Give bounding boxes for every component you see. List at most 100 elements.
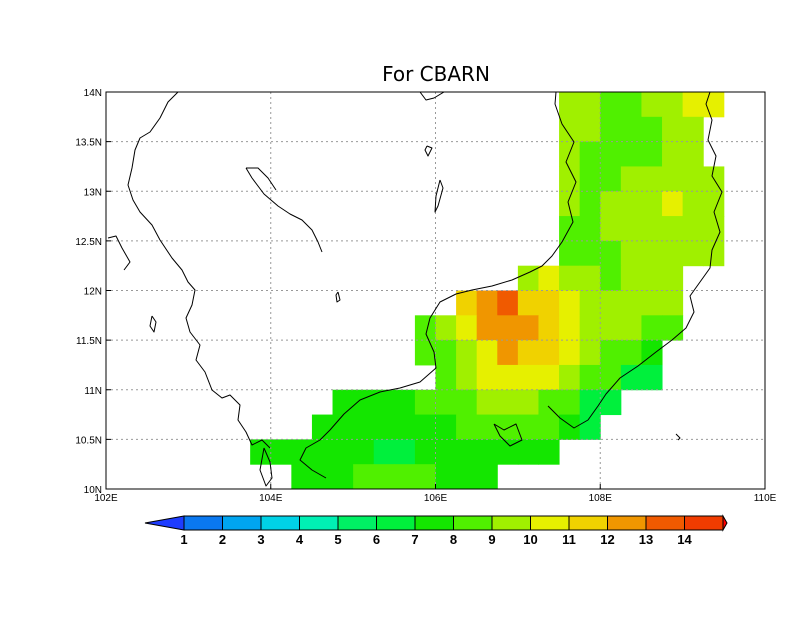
colorbar-box bbox=[260, 515, 300, 531]
heatmap-cell bbox=[620, 364, 642, 391]
heatmap-cell bbox=[620, 216, 642, 242]
colorbar-label: 1 bbox=[180, 532, 187, 547]
heatmap-cell bbox=[662, 315, 684, 341]
heatmap-cell bbox=[579, 414, 601, 440]
heatmap-cell bbox=[497, 340, 519, 366]
heatmap-cell bbox=[394, 414, 416, 440]
heatmap-cell bbox=[620, 92, 642, 118]
colorbar-label: 10 bbox=[523, 532, 537, 547]
heatmap-cell bbox=[497, 414, 519, 440]
heatmap-cell bbox=[353, 439, 375, 465]
heatmap-cell bbox=[476, 290, 498, 316]
heatmap-cell bbox=[579, 364, 601, 391]
heatmap-cell bbox=[579, 141, 601, 167]
heatmap-cell bbox=[538, 414, 560, 440]
heatmap-cell bbox=[332, 414, 354, 440]
heatmap-cell bbox=[517, 439, 539, 465]
heatmap-cell bbox=[414, 389, 436, 416]
colorbar-label: 9 bbox=[488, 532, 495, 547]
heatmap-cell bbox=[641, 240, 663, 267]
heatmap-cell bbox=[641, 92, 663, 118]
heatmap-cell bbox=[538, 265, 560, 291]
heatmap-cell bbox=[517, 315, 539, 341]
heatmap-cell bbox=[538, 389, 560, 416]
heatmap-cell bbox=[291, 439, 313, 465]
heatmap-cell bbox=[456, 414, 478, 440]
heatmap-cell bbox=[476, 439, 498, 465]
heatmap-cell bbox=[559, 389, 581, 416]
heatmap-cell bbox=[517, 364, 539, 391]
heatmap-cell bbox=[641, 216, 663, 242]
colorbar-label: 3 bbox=[257, 532, 264, 547]
coastline bbox=[107, 92, 723, 487]
heatmap-cell bbox=[600, 240, 622, 267]
heatmap-cell bbox=[600, 92, 622, 118]
colorbar-box bbox=[376, 515, 416, 531]
heatmap-cell bbox=[517, 265, 539, 291]
heatmap-cell bbox=[620, 290, 642, 316]
x-tick-label: 108E bbox=[589, 493, 613, 504]
heatmap-cell bbox=[538, 290, 560, 316]
heatmap-cell bbox=[662, 265, 684, 291]
heatmap-cell bbox=[414, 414, 436, 440]
heatmap-cell bbox=[538, 340, 560, 366]
heatmap-cell bbox=[620, 315, 642, 341]
heatmap-cell bbox=[620, 191, 642, 217]
colorbar-label: 14 bbox=[677, 532, 692, 547]
heatmap-cell bbox=[662, 141, 684, 167]
heatmap-cell bbox=[476, 315, 498, 341]
colorbar-label: 11 bbox=[562, 532, 576, 547]
heatmap-cell bbox=[682, 141, 704, 167]
heatmap-cell bbox=[600, 166, 622, 192]
heatmap-cell bbox=[579, 315, 601, 341]
colorbar-box bbox=[491, 515, 531, 531]
heatmap-cell bbox=[600, 141, 622, 167]
axis-ticks: 102E 104E 106E 108E 110E 10N 10.5N 11N 11.5N 12N 1… bbox=[75, 88, 776, 504]
heatmap-cell bbox=[641, 166, 663, 192]
heatmap-cell bbox=[332, 389, 354, 416]
heatmap-cell bbox=[600, 389, 622, 416]
heatmap-cell bbox=[579, 389, 601, 416]
heatmap-cell bbox=[600, 290, 622, 316]
heatmap-cell bbox=[435, 439, 457, 465]
heatmap-cell bbox=[476, 364, 498, 391]
heatmap-cell bbox=[662, 216, 684, 242]
colorbar-box bbox=[530, 515, 570, 531]
heatmap-cell bbox=[620, 265, 642, 291]
heatmap-cell bbox=[579, 191, 601, 217]
grid-lines bbox=[106, 92, 765, 489]
heatmap-cell bbox=[641, 141, 663, 167]
y-tick-label: 10N bbox=[84, 485, 102, 496]
heatmap-cell bbox=[456, 439, 478, 465]
heatmap-cell bbox=[517, 389, 539, 416]
heatmap-cell bbox=[435, 364, 457, 391]
colorbar-box bbox=[568, 515, 608, 531]
y-tick-label: 12.5N bbox=[75, 237, 102, 248]
heatmap-cell bbox=[332, 464, 354, 489]
heatmap-cell bbox=[600, 340, 622, 366]
heatmap-cell bbox=[559, 191, 581, 217]
heatmap-cell bbox=[332, 439, 354, 465]
heatmap-cells bbox=[250, 92, 725, 489]
heatmap-cell bbox=[353, 389, 375, 416]
colorbar-box bbox=[414, 515, 454, 531]
heatmap-cell bbox=[497, 389, 519, 416]
heatmap-cell bbox=[579, 216, 601, 242]
colorbar-label: 13 bbox=[639, 532, 653, 547]
heatmap-cell bbox=[600, 191, 622, 217]
x-tick-label: 102E bbox=[94, 493, 118, 504]
y-tick-label: 13.5N bbox=[75, 138, 102, 149]
heatmap-cell bbox=[703, 240, 725, 267]
heatmap-cell bbox=[311, 464, 334, 489]
heatmap-cell bbox=[703, 216, 725, 242]
y-tick-label: 10.5N bbox=[75, 435, 102, 446]
heatmap-cell bbox=[682, 191, 704, 217]
heatmap-cell bbox=[682, 116, 704, 143]
heatmap-cell bbox=[291, 464, 313, 489]
heatmap-cell bbox=[538, 315, 560, 341]
heatmap-cell bbox=[250, 439, 272, 465]
heatmap-cell bbox=[579, 92, 601, 118]
heatmap-cell bbox=[600, 315, 622, 341]
heatmap-cell bbox=[456, 364, 478, 391]
heatmap-cell bbox=[682, 92, 704, 118]
